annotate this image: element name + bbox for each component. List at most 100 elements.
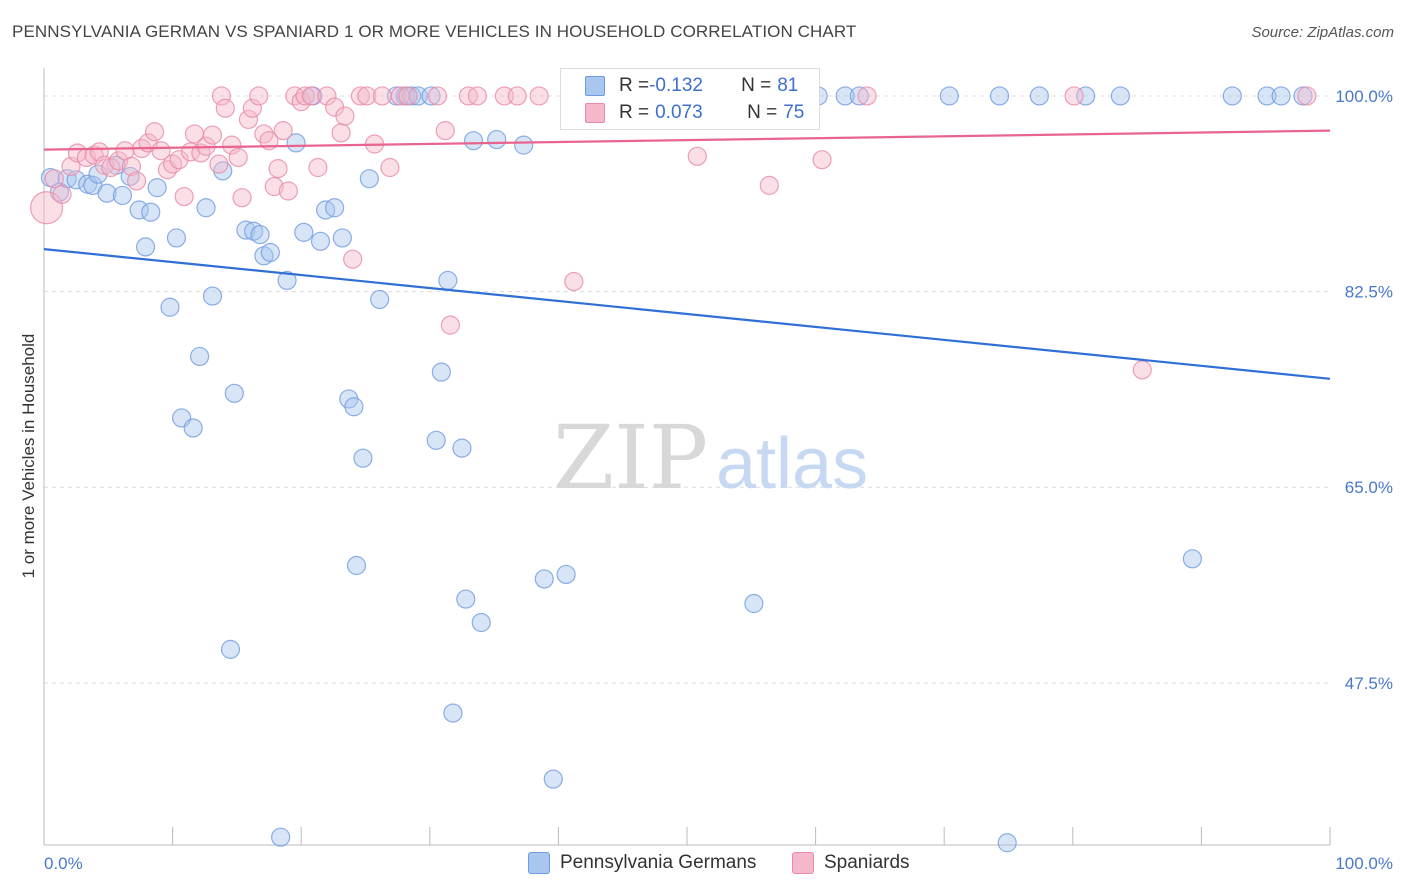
legend-swatch-pink — [792, 852, 814, 874]
data-point-pennsylvania-germans — [135, 237, 156, 257]
series-pennsylvania-germans-points — [40, 86, 1313, 853]
data-point-pennsylvania-germans — [271, 827, 291, 847]
data-point-pennsylvania-germans — [471, 612, 491, 633]
legend-n-value: 81 — [777, 75, 799, 96]
data-point-pennsylvania-germans — [1029, 86, 1049, 106]
data-point-pennsylvania-germans — [286, 133, 306, 153]
watermark-atlas: atlas — [716, 424, 868, 504]
data-point-pennsylvania-germans — [183, 418, 203, 438]
trend-lines — [43, 129, 1331, 380]
data-point-pennsylvania-germans — [353, 448, 373, 468]
data-point-spaniards — [467, 86, 487, 106]
data-point-pennsylvania-germans — [1110, 86, 1130, 106]
data-point-pennsylvania-germans — [1076, 86, 1096, 106]
legend-r-value: -0.132 — [649, 75, 703, 96]
data-point-spaniards — [357, 86, 377, 106]
data-point-spaniards — [44, 169, 64, 189]
y-tick-label: 47.5% — [1345, 674, 1393, 693]
data-point-pennsylvania-germans — [370, 289, 390, 310]
data-point-pennsylvania-germans — [236, 220, 256, 240]
data-point-spaniards — [144, 122, 165, 142]
data-point-pennsylvania-germans — [166, 228, 187, 248]
data-point-spaniards — [209, 154, 229, 174]
data-point-spaniards — [301, 86, 322, 106]
y-axis-tick-labels: 47.5% 65.0% 82.5% 100.0% — [1335, 87, 1393, 693]
data-point-pennsylvania-germans — [147, 178, 167, 198]
data-point-pennsylvania-germans — [260, 242, 280, 263]
data-point-pennsylvania-germans — [431, 362, 451, 382]
data-point-spaniards — [242, 98, 262, 118]
data-point-spaniards — [308, 157, 328, 178]
y-tick-label: 65.0% — [1345, 478, 1393, 497]
data-point-spaniards — [295, 86, 315, 106]
data-point-spaniards — [52, 184, 72, 204]
data-point-pennsylvania-germans — [220, 639, 241, 659]
data-point-spaniards — [390, 86, 410, 106]
legend-label: Pennsylvania Germans — [560, 852, 757, 873]
data-point-pennsylvania-germans — [129, 200, 149, 220]
x-tick-label-min: 0.0% — [44, 854, 83, 873]
data-point-pennsylvania-germans — [556, 564, 576, 585]
data-point-pennsylvania-germans — [849, 86, 869, 106]
data-point-spaniards — [238, 109, 259, 130]
legend-n-label: N = — [747, 102, 778, 123]
chart-title: PENNSYLVANIA GERMAN VS SPANIARD 1 OR MOR… — [12, 22, 857, 41]
legend-n-value: 75 — [783, 102, 805, 123]
data-point-spaniards — [151, 141, 171, 161]
data-point-spaniards — [350, 86, 370, 106]
y-tick-label: 100.0% — [1335, 87, 1393, 106]
y-tick-label: 82.5% — [1345, 283, 1393, 302]
data-point-pennsylvania-germans — [112, 185, 133, 206]
data-point-spaniards — [343, 249, 363, 269]
data-point-pennsylvania-germans — [426, 430, 446, 450]
data-point-pennsylvania-germans — [190, 346, 210, 367]
data-point-pennsylvania-germans — [443, 703, 463, 723]
data-point-pennsylvania-germans — [1222, 86, 1242, 106]
data-point-spaniards — [249, 86, 269, 106]
watermark: ZIP atlas — [553, 406, 868, 509]
data-point-pennsylvania-germans — [332, 228, 352, 248]
data-point-pennsylvania-germans — [939, 86, 959, 106]
data-point-spaniards — [529, 86, 549, 106]
data-point-pennsylvania-germans — [1182, 549, 1202, 569]
data-point-pennsylvania-germans — [456, 589, 476, 609]
data-point-spaniards — [440, 315, 460, 335]
data-point-spaniards — [317, 86, 337, 106]
legend-swatch-pink — [585, 103, 605, 123]
data-point-spaniards — [273, 121, 293, 141]
data-point-spaniards — [564, 271, 584, 292]
source-label: Source: ZipAtlas.com — [1251, 24, 1394, 41]
legend-swatch-blue — [585, 76, 605, 96]
legend-item-pennsylvania-germans: Pennsylvania Germans — [528, 852, 756, 874]
data-point-pennsylvania-germans — [514, 135, 534, 155]
data-point-pennsylvania-germans — [452, 438, 472, 458]
data-point-spaniards — [1297, 86, 1317, 106]
y-axis-label: 1 or more Vehicles in Household — [19, 334, 38, 579]
data-point-spaniards — [202, 125, 223, 145]
data-point-spaniards — [222, 135, 242, 155]
data-point-pennsylvania-germans — [744, 593, 764, 614]
data-point-spaniards — [335, 106, 355, 126]
legend-swatch-blue — [528, 852, 550, 874]
data-point-spaniards — [435, 121, 455, 141]
data-point-pennsylvania-germans — [487, 129, 507, 150]
data-point-spaniards — [126, 171, 147, 191]
data-point-spaniards — [101, 157, 121, 178]
data-point-pennsylvania-germans — [344, 397, 364, 417]
data-point-pennsylvania-germans — [196, 198, 216, 218]
data-point-pennsylvania-germans — [250, 224, 270, 245]
data-point-pennsylvania-germans — [438, 270, 458, 291]
data-point-pennsylvania-germans — [463, 131, 484, 151]
data-point-pennsylvania-germans — [294, 222, 314, 242]
legend-r-value: 0.073 — [655, 102, 703, 123]
data-point-spaniards — [427, 86, 448, 106]
data-point-pennsylvania-germans — [997, 833, 1017, 853]
trend-line-pennsylvania-germans — [43, 248, 1331, 380]
data-point-spaniards — [398, 86, 418, 106]
data-point-spaniards — [174, 186, 194, 207]
legend-row-spaniards: R = 0.073 N = 75 — [561, 100, 804, 126]
data-point-pennsylvania-germans — [277, 270, 297, 291]
data-point-pennsylvania-germans — [359, 169, 379, 189]
data-point-spaniards — [121, 156, 142, 176]
